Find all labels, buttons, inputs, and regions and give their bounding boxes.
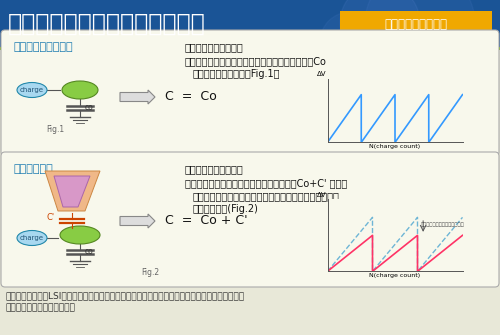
Ellipse shape <box>17 230 47 246</box>
FancyBboxPatch shape <box>340 11 492 39</box>
Text: ・タッチした時、センサ電極のレベルは、Co+C' の容量: ・タッチした時、センサ電極のレベルは、Co+C' の容量 <box>185 178 347 188</box>
FancyArrow shape <box>120 214 155 228</box>
Ellipse shape <box>17 82 47 97</box>
Text: ・定期的に電荷を充電: ・定期的に電荷を充電 <box>185 42 244 52</box>
FancyBboxPatch shape <box>1 152 499 287</box>
Text: co: co <box>85 103 94 112</box>
Text: Fig.1: Fig.1 <box>46 125 64 134</box>
Text: charge: charge <box>20 87 44 93</box>
Ellipse shape <box>62 81 98 99</box>
Ellipse shape <box>60 226 100 244</box>
Text: 値により決定されるため、タッチしていない時のレベル: 値により決定されるため、タッチしていない時のレベル <box>193 191 340 201</box>
Text: に対して減少(Fig.2): に対して減少(Fig.2) <box>193 204 259 214</box>
Text: タッチした時: タッチした時 <box>13 164 53 174</box>
Text: C': C' <box>47 213 55 222</box>
Circle shape <box>365 0 475 78</box>
Polygon shape <box>54 176 90 207</box>
Text: 指の浮遊容量分、レベルが減少: 指の浮遊容量分、レベルが減少 <box>421 222 465 227</box>
Text: タッチしていない時: タッチしていない時 <box>13 42 72 52</box>
X-axis label: N(charge count): N(charge count) <box>370 273 420 278</box>
Text: 感度、反応速度に限界がある: 感度、反応速度に限界がある <box>6 303 76 312</box>
Text: C  =  Co: C = Co <box>165 90 217 104</box>
Text: 他社タッチセンサLSIは、電圧変化の大きさの違いを判断してタッチ有／無を判定しているため、: 他社タッチセンサLSIは、電圧変化の大きさの違いを判断してタッチ有／無を判定して… <box>6 291 245 300</box>
Text: C  =  Co + C': C = Co + C' <box>165 214 248 227</box>
FancyBboxPatch shape <box>1 30 499 156</box>
Circle shape <box>320 12 380 72</box>
Text: ・タッチしていない時、センサ電極のレベルは、Co: ・タッチしていない時、センサ電極のレベルは、Co <box>185 56 327 66</box>
Text: 一般的な他社の方式: 一般的な他社の方式 <box>384 18 448 31</box>
Text: co: co <box>85 247 94 256</box>
Bar <box>0 0 500 47</box>
Text: ・定期的に電荷を充電: ・定期的に電荷を充電 <box>185 164 244 174</box>
Y-axis label: ΔV: ΔV <box>318 192 327 198</box>
Text: charge: charge <box>20 235 44 241</box>
Text: Fig.2: Fig.2 <box>141 268 159 277</box>
Text: の容量値により決定（Fig.1）: の容量値により決定（Fig.1） <box>193 69 280 79</box>
Text: 自己容量方式タッチセンシング: 自己容量方式タッチセンシング <box>8 11 206 36</box>
Y-axis label: ΔV: ΔV <box>318 71 327 77</box>
Bar <box>0 47 500 50</box>
Circle shape <box>340 0 420 63</box>
FancyArrow shape <box>120 90 155 104</box>
X-axis label: N(charge count): N(charge count) <box>370 144 420 149</box>
Polygon shape <box>45 171 100 211</box>
